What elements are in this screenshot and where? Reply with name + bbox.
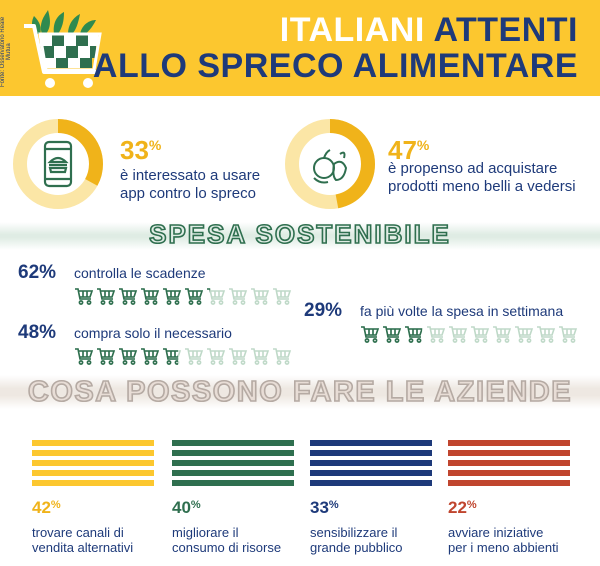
donut-chart-products bbox=[285, 119, 375, 209]
stat-text-settimana: fa più volte la spesa in settimana bbox=[360, 303, 564, 319]
cart-icon bbox=[405, 326, 424, 343]
donut-value-2: 47% bbox=[388, 135, 430, 165]
donut-value-1: 33% bbox=[120, 135, 162, 165]
fruit-vegetables-icon bbox=[313, 149, 348, 184]
stripe bbox=[448, 450, 570, 456]
stripe bbox=[172, 450, 294, 456]
stripe bbox=[448, 480, 570, 486]
cart-icon bbox=[141, 288, 160, 305]
cart-icon bbox=[229, 288, 248, 305]
title-word-attenti: ATTENTI bbox=[433, 11, 578, 49]
cart-icon bbox=[207, 348, 226, 365]
cart-icon bbox=[449, 326, 468, 343]
cart-icon bbox=[251, 288, 270, 305]
cart-icon bbox=[515, 326, 534, 343]
stripes-canali bbox=[32, 440, 154, 490]
stripe bbox=[32, 470, 154, 476]
cart-icon bbox=[97, 348, 116, 365]
stripes-pubblico bbox=[310, 440, 432, 490]
azienda-value-pubblico: 33% bbox=[310, 498, 339, 517]
stripes-risorse bbox=[172, 440, 294, 490]
stripe bbox=[448, 460, 570, 466]
stripe bbox=[32, 440, 154, 446]
stripe bbox=[448, 470, 570, 476]
shopping-cart-icon bbox=[24, 10, 102, 88]
stripe bbox=[32, 460, 154, 466]
stat-pct-necessario: 48% bbox=[18, 322, 57, 343]
cart-icon bbox=[537, 326, 556, 343]
cart-row-scadenze bbox=[74, 287, 292, 305]
section-title-aziende: COSA POSSONO FARE LE AZIENDE bbox=[27, 375, 573, 409]
stripe bbox=[448, 440, 570, 446]
header-banner bbox=[0, 0, 600, 96]
stat-pct-scadenze: 62% bbox=[18, 262, 57, 283]
donut-text-2: è propenso ad acquistare prodotti meno b… bbox=[388, 160, 576, 195]
azienda-value-abbienti: 22% bbox=[448, 498, 477, 517]
donut-arc bbox=[13, 119, 103, 209]
cart-icon bbox=[163, 348, 182, 365]
azienda-value-canali: 42% bbox=[32, 498, 61, 517]
cart-icon bbox=[383, 326, 402, 343]
stripe bbox=[172, 460, 294, 466]
azienda-text-risorse: migliorare il consumo di risorse bbox=[172, 525, 282, 555]
cart-icon bbox=[251, 348, 270, 365]
cart-row-necessario bbox=[74, 347, 292, 365]
cart-icon bbox=[493, 326, 512, 343]
stripe bbox=[32, 480, 154, 486]
section-title-spesa: SPESA SOSTENIBILE bbox=[148, 218, 451, 250]
cart-icon bbox=[185, 288, 204, 305]
title-word-italiani: ITALIANI bbox=[279, 11, 425, 49]
stripe bbox=[32, 450, 154, 456]
stripe bbox=[310, 460, 432, 466]
cart-icon bbox=[471, 326, 490, 343]
cart-icon bbox=[141, 348, 160, 365]
cart-icon bbox=[97, 288, 116, 305]
source-label: Fonte: Osservatorio Reale Mutua bbox=[0, 16, 12, 88]
stat-text-scadenze: controlla le scadenze bbox=[74, 265, 206, 281]
cart-icon bbox=[427, 326, 446, 343]
donut-arc bbox=[285, 119, 375, 209]
cart-icon bbox=[229, 348, 248, 365]
stat-text-necessario: compra solo il necessario bbox=[74, 325, 232, 341]
stat-pct-settimana: 29% bbox=[304, 300, 343, 321]
stripes-abbienti bbox=[448, 440, 570, 490]
donut-chart-app bbox=[13, 119, 103, 209]
cart-icon bbox=[273, 288, 292, 305]
azienda-text-pubblico: sensibilizzare il grande pubblico bbox=[310, 525, 403, 555]
section-band-spesa bbox=[0, 222, 600, 250]
title-line-1: ITALIANI ATTENTI bbox=[280, 12, 578, 48]
cart-icon bbox=[75, 348, 94, 365]
donut-text-1: è interessato a usare app contro lo spre… bbox=[120, 167, 261, 202]
azienda-value-risorse: 40% bbox=[172, 498, 201, 517]
cart-icon bbox=[185, 348, 204, 365]
title-line-2: ALLO SPRECO ALIMENTARE bbox=[92, 47, 578, 85]
stripe bbox=[172, 470, 294, 476]
azienda-text-canali: trovare canali di vendita alternativi bbox=[32, 525, 134, 555]
cart-icon bbox=[207, 288, 226, 305]
cart-icon bbox=[75, 288, 94, 305]
cart-icon bbox=[163, 288, 182, 305]
section-band-aziende bbox=[0, 375, 600, 409]
cart-icon bbox=[119, 348, 138, 365]
azienda-text-abbienti: avviare iniziative per i meno abbienti bbox=[448, 525, 559, 555]
cart-row-settimana bbox=[360, 325, 578, 343]
cart-icon bbox=[273, 348, 292, 365]
stripe bbox=[172, 440, 294, 446]
stripe bbox=[172, 480, 294, 486]
cart-icon bbox=[119, 288, 138, 305]
stripe bbox=[310, 450, 432, 456]
cart-icon bbox=[559, 326, 578, 343]
cart-icon bbox=[361, 326, 380, 343]
stripe bbox=[310, 440, 432, 446]
stripe bbox=[310, 470, 432, 476]
smartphone-food-icon bbox=[43, 140, 73, 188]
stripe bbox=[310, 480, 432, 486]
